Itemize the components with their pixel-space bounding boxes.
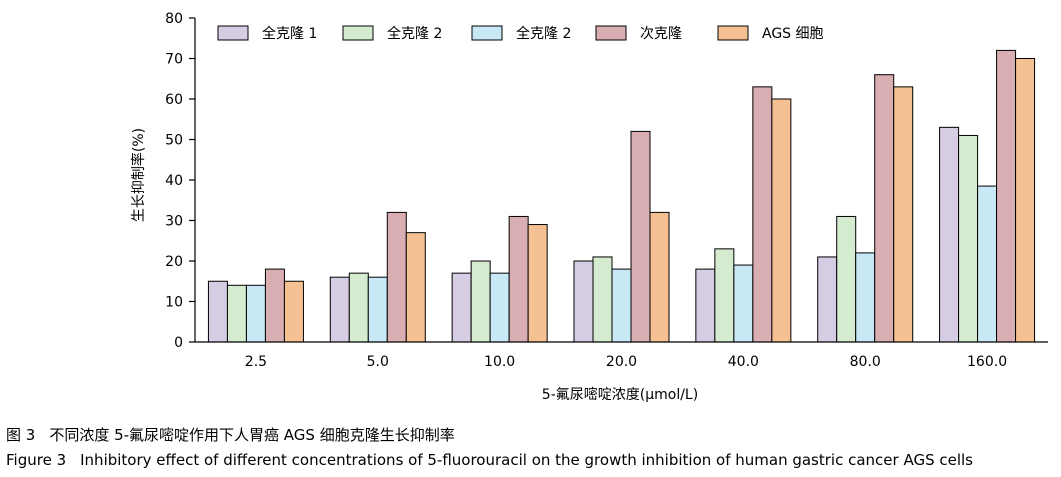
figure-number-cn: 图 3 [6,426,36,444]
x-tick-label: 20.0 [606,354,637,370]
y-tick-label: 40 [165,173,183,189]
bar [451,272,472,343]
y-tick-label: 10 [165,295,183,311]
bar [386,211,407,343]
figure-caption-chinese: 图 3 不同浓度 5-氟尿嘧啶作用下人胃癌 AGS 细胞克隆生长抑制率 [6,424,455,445]
y-tick-label: 70 [165,52,183,68]
y-tick-label: 30 [165,214,183,230]
legend-swatch [595,25,627,41]
bar [874,74,895,343]
figure-number-en: Figure 3 [6,451,67,469]
bar [630,130,651,343]
y-axis-label: 生长抑制率(%) [130,128,147,222]
y-tick-label: 0 [174,335,183,351]
bar [245,284,266,343]
bar [714,248,735,343]
bar [958,134,979,343]
legend: 全克隆 1 全克隆 2 全克隆 2 次克隆 AGS 细胞 [217,25,824,42]
y-ticks-group: 0 10 20 30 40 50 60 70 80 [165,11,195,351]
bar [348,272,369,343]
bar [592,256,613,343]
bar [470,260,491,343]
bar [836,215,857,343]
caption-text-en: Inhibitory effect of different concentra… [80,451,973,469]
x-tick-label: 5.0 [367,354,389,370]
x-tick-label: 2.5 [245,354,267,370]
bar [573,260,594,343]
caption-text-cn: 不同浓度 5-氟尿嘧啶作用下人胃癌 AGS 细胞克隆生长抑制率 [49,426,455,444]
x-ticks-group: 2.5 5.0 10.0 20.0 40.0 80.0 160.0 [245,354,1007,370]
x-axis-label: 5-氟尿嘧啶浓度(μmol/L) [542,386,698,403]
bar [264,268,285,343]
legend-label: 全克隆 2 [516,25,571,42]
bar [771,98,792,343]
bar [695,268,716,343]
y-tick-label: 20 [165,254,183,270]
bar [226,284,247,343]
bar [489,272,510,343]
bar [939,126,960,343]
bar [649,211,670,343]
legend-label: AGS 细胞 [762,26,824,42]
bar [508,215,529,343]
bar [996,49,1017,343]
legend-swatch [471,25,503,41]
legend-label: 全克隆 2 [387,25,442,42]
bar [1015,58,1036,343]
bar [207,280,228,343]
bar [405,232,426,343]
bars-group [207,49,1036,343]
legend-label: 全克隆 1 [262,25,317,42]
x-tick-label: 160.0 [967,354,1007,370]
bar [611,268,632,343]
bar-chart: 0 10 20 30 40 50 60 70 80 2.5 5.0 10.0 20.0 40.0 80.0… [130,11,1048,403]
y-tick-label: 60 [165,92,183,108]
bar [367,276,388,343]
bar [329,276,350,343]
bar [283,280,304,343]
y-tick-label: 50 [165,133,183,149]
bar [893,86,914,343]
legend-swatch [217,25,249,41]
legend-swatch [342,25,374,41]
legend-swatch [717,25,749,41]
bar [817,256,838,343]
bar [977,185,998,343]
bar [733,264,754,343]
x-tick-label: 80.0 [850,354,881,370]
bar [752,86,773,343]
figure-caption-english: Figure 3 Inhibitory effect of different c… [6,451,973,469]
legend-label: 次克隆 [640,26,682,42]
x-tick-label: 10.0 [484,354,515,370]
x-tick-label: 40.0 [728,354,759,370]
y-tick-label: 80 [165,11,183,27]
bar [855,252,876,343]
bar [527,224,548,343]
